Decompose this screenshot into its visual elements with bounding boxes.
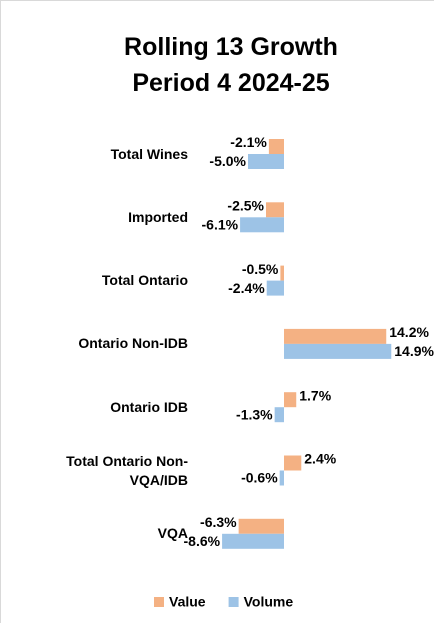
chart-title: Rolling 13 Growth Period 4 2024-25 xyxy=(124,33,338,97)
data-label: 1.7% xyxy=(299,387,331,403)
category-label: Total Ontario Non-VQA/IDB xyxy=(66,452,188,488)
bar xyxy=(266,280,284,296)
bar xyxy=(284,328,387,344)
data-label: -8.6% xyxy=(184,533,221,549)
bar xyxy=(284,343,392,359)
data-label: 14.2% xyxy=(389,324,429,340)
data-label: 14.9% xyxy=(394,343,434,359)
bar xyxy=(248,154,284,169)
legend-label: Volume xyxy=(244,594,294,610)
data-label: -0.6% xyxy=(241,470,278,486)
bar xyxy=(274,407,284,423)
data-label: -5.0% xyxy=(209,153,246,169)
bar xyxy=(284,392,297,408)
category-label: Ontario Non-IDB xyxy=(78,335,188,352)
bar xyxy=(266,202,284,218)
bar xyxy=(280,265,284,281)
data-label: -2.1% xyxy=(230,134,267,150)
category-label: VQA xyxy=(157,525,188,542)
data-label: -2.5% xyxy=(227,198,264,214)
bar xyxy=(238,518,284,534)
category-label: Total Ontario xyxy=(101,272,188,289)
legend-swatch xyxy=(228,597,239,607)
data-label: -6.3% xyxy=(200,514,237,530)
bar xyxy=(240,217,284,233)
legend-swatch xyxy=(154,597,164,607)
data-label: -2.4% xyxy=(228,280,265,296)
category-label: Imported xyxy=(128,208,188,225)
legend-label: Value xyxy=(169,594,206,610)
bar xyxy=(222,533,284,549)
category-label: Total Wines xyxy=(110,145,188,162)
data-label: -6.1% xyxy=(202,217,239,233)
bar xyxy=(284,455,302,471)
data-label: -1.3% xyxy=(236,406,273,422)
bar xyxy=(279,470,284,486)
category-label: Ontario IDB xyxy=(110,398,188,415)
bar xyxy=(268,139,284,154)
data-label: 2.4% xyxy=(304,451,336,467)
data-label: -0.5% xyxy=(242,261,279,277)
